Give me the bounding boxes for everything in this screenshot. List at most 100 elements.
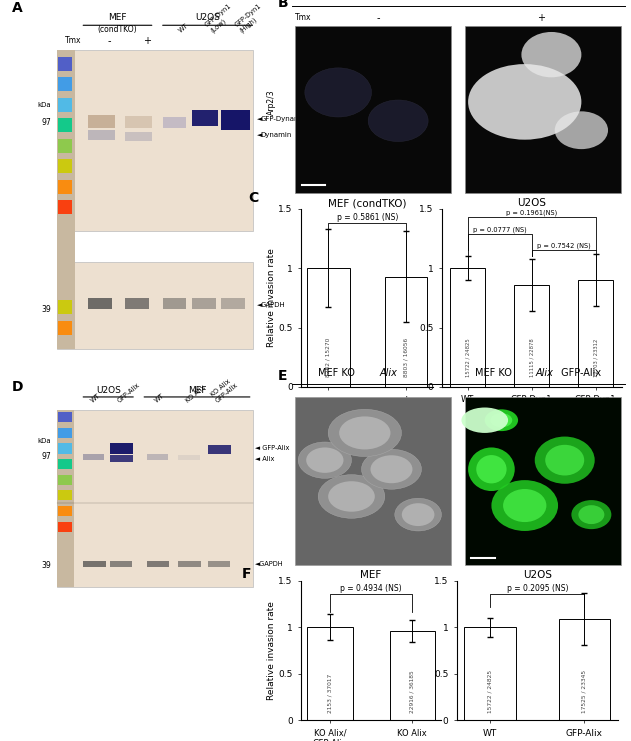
Ellipse shape xyxy=(579,505,604,524)
Ellipse shape xyxy=(485,409,518,431)
Bar xyxy=(88,298,112,309)
Bar xyxy=(110,561,132,567)
Y-axis label: Relative invasion rate: Relative invasion rate xyxy=(266,248,276,348)
Text: +: + xyxy=(143,36,151,46)
Bar xyxy=(221,298,245,309)
Ellipse shape xyxy=(395,498,442,531)
Bar xyxy=(146,454,168,460)
Bar xyxy=(389,631,435,720)
Text: WT: WT xyxy=(177,22,189,34)
Ellipse shape xyxy=(298,442,351,479)
Text: GFP-Dyn1
(Low): GFP-Dyn1 (Low) xyxy=(204,3,238,34)
Bar xyxy=(57,50,75,349)
Bar xyxy=(307,268,350,387)
Text: KO Alix: KO Alix xyxy=(185,384,207,403)
Text: 8282 / 15270: 8282 / 15270 xyxy=(326,338,331,377)
Bar xyxy=(58,475,72,485)
Bar xyxy=(57,50,252,230)
Bar xyxy=(126,116,152,128)
Text: B: B xyxy=(278,0,289,10)
Ellipse shape xyxy=(339,416,391,450)
Text: p = 0.5861 (NS): p = 0.5861 (NS) xyxy=(336,213,398,222)
Text: p = 0.7542 (NS): p = 0.7542 (NS) xyxy=(537,243,591,249)
Text: GAPDH: GAPDH xyxy=(261,302,285,308)
Bar xyxy=(465,396,622,565)
Text: ◄ GFP-Alix: ◄ GFP-Alix xyxy=(256,445,290,451)
Bar xyxy=(163,117,186,128)
Bar xyxy=(464,628,516,720)
Ellipse shape xyxy=(362,449,422,489)
Text: U2OS: U2OS xyxy=(195,13,220,21)
Bar xyxy=(163,298,186,309)
Text: GFP-Alix: GFP-Alix xyxy=(116,382,141,403)
Ellipse shape xyxy=(328,409,401,456)
Bar xyxy=(558,619,610,720)
Ellipse shape xyxy=(503,489,546,522)
Bar xyxy=(57,262,252,349)
Y-axis label: Relative invasion rate: Relative invasion rate xyxy=(266,601,276,700)
Ellipse shape xyxy=(368,100,428,142)
Text: Tmx: Tmx xyxy=(64,36,81,45)
Text: 12703 / 23312: 12703 / 23312 xyxy=(593,339,598,377)
Bar xyxy=(58,300,73,314)
Text: E: E xyxy=(278,370,288,383)
Bar xyxy=(465,26,622,193)
Text: +: + xyxy=(538,13,545,23)
Ellipse shape xyxy=(305,68,372,117)
Text: MEF: MEF xyxy=(188,386,206,395)
Text: GFP-Dyn1
(High): GFP-Dyn1 (High) xyxy=(233,3,267,34)
Text: ◄: ◄ xyxy=(257,132,262,138)
Ellipse shape xyxy=(490,413,512,428)
Bar xyxy=(58,428,72,438)
Circle shape xyxy=(461,408,508,433)
Bar xyxy=(58,98,73,112)
Text: 39: 39 xyxy=(42,305,51,313)
Text: 22916 / 36185: 22916 / 36185 xyxy=(410,670,415,713)
Bar xyxy=(578,280,613,387)
Text: MEF KO: MEF KO xyxy=(318,368,358,379)
Bar xyxy=(58,522,72,532)
Bar xyxy=(126,298,150,309)
Ellipse shape xyxy=(555,111,608,149)
Text: U2OS: U2OS xyxy=(96,386,121,395)
Text: ◄GAPDH: ◄GAPDH xyxy=(256,561,284,567)
Ellipse shape xyxy=(521,32,581,77)
Bar xyxy=(58,443,72,453)
Bar xyxy=(57,410,74,587)
Ellipse shape xyxy=(402,503,435,526)
Text: Alix: Alix xyxy=(535,368,553,379)
Bar xyxy=(146,561,169,567)
Title: U2OS: U2OS xyxy=(523,570,551,580)
Text: WT: WT xyxy=(90,392,102,403)
Bar xyxy=(58,412,72,422)
Text: MEF: MEF xyxy=(109,13,127,21)
Text: ◄ Alix: ◄ Alix xyxy=(256,456,274,462)
Bar xyxy=(58,201,73,214)
Bar xyxy=(58,322,73,335)
Bar xyxy=(83,561,105,567)
Text: -: - xyxy=(108,36,111,46)
Text: 17525 / 23345: 17525 / 23345 xyxy=(582,670,587,713)
Text: GFP-Alix: GFP-Alix xyxy=(558,368,601,379)
Bar xyxy=(221,110,250,130)
Bar xyxy=(58,159,73,173)
Bar xyxy=(192,110,218,126)
Bar xyxy=(295,26,451,193)
Ellipse shape xyxy=(545,445,584,476)
Text: -: - xyxy=(377,13,380,23)
Ellipse shape xyxy=(370,455,413,483)
Bar xyxy=(58,139,73,153)
Text: (condTKO): (condTKO) xyxy=(98,25,138,34)
Text: p = 0.0777 (NS): p = 0.0777 (NS) xyxy=(473,226,526,233)
Bar xyxy=(58,491,72,500)
Text: GFP-Dynamin1: GFP-Dynamin1 xyxy=(261,116,312,122)
Text: F: F xyxy=(242,567,252,581)
Text: 39: 39 xyxy=(42,562,51,571)
Bar xyxy=(83,454,104,460)
Bar xyxy=(110,443,133,454)
Bar xyxy=(126,132,152,141)
Bar xyxy=(58,180,73,194)
Bar xyxy=(110,455,133,462)
Bar xyxy=(88,130,115,140)
Text: A: A xyxy=(11,1,22,15)
